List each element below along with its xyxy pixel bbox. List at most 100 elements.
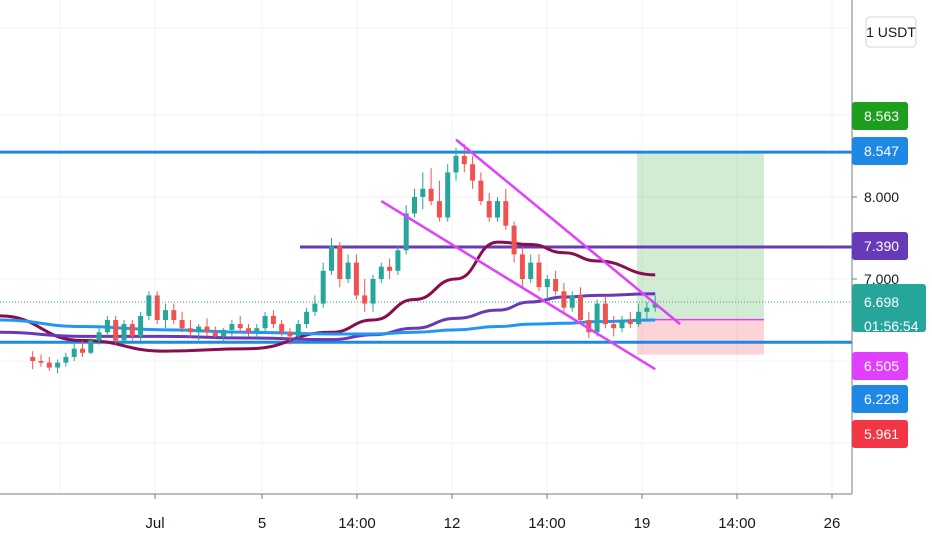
candle-body [237,324,243,329]
price-tick-label: 8.000 [864,189,899,205]
candle-body [163,310,168,320]
price-badge-2[interactable] [852,232,908,260]
candle-body [88,340,94,353]
time-tick-label: 19 [634,515,651,532]
price-badge-text: 6.505 [864,358,899,374]
candle-body [503,201,509,226]
candle-body [187,328,193,333]
price-badge-text: 8.563 [864,108,899,124]
price-badge-4[interactable] [852,352,908,380]
price-tick-label: 7.000 [864,271,899,287]
candle-body [461,156,467,165]
candle-body [337,246,343,279]
candle-body [229,324,235,330]
price-axis[interactable]: 8.0007.0006.0008.5638.5477.3906.69801:56… [851,0,932,550]
price-badge-0[interactable] [852,102,908,130]
candle-body [428,188,434,202]
moving-average-0 [0,240,656,353]
candle-body [395,250,401,271]
candle-body [55,362,61,368]
candle-body [370,279,376,304]
candle-body [362,295,368,304]
channel-line-1[interactable] [380,200,656,371]
candle-body [436,201,442,218]
time-axis[interactable]: Jul 5 14:00 12 14:00 19 14:00 26 [0,493,932,550]
time-tick-label: 12 [444,515,461,532]
candle-body [212,332,218,337]
candle-body [154,295,160,320]
candle-body [104,320,110,333]
price-badge-text: 6.698 [864,294,899,310]
price-badge-text: 8.547 [864,143,899,159]
candle-body [171,310,177,320]
currency-label: 1 USDT [866,24,916,40]
price-badge-text: 7.390 [864,238,899,254]
channel-lines[interactable] [380,138,681,371]
candle-body [329,246,334,271]
time-tick-label: 5 [258,515,266,532]
candle-body [594,303,600,333]
candle-body [353,262,359,296]
candle-body [121,324,127,341]
candle-body [470,164,476,181]
time-tick-label: 14:00 [338,515,376,532]
candle-body [578,295,583,320]
channel-line-0[interactable] [455,138,681,326]
candle-body [129,324,135,337]
long-position-tool[interactable] [637,152,764,355]
candle-body [652,303,658,308]
candle-body [644,307,650,312]
price-badge-text: 6.228 [864,391,899,407]
candle-body [279,324,285,333]
candle-body [453,156,459,173]
horizontal-levels[interactable] [0,150,852,344]
candle-body [146,295,152,316]
candle-body [478,180,484,202]
candle-body [378,266,384,279]
candle-body [553,279,559,292]
price-badge-5[interactable] [852,385,908,413]
price-axis-bg [852,0,932,550]
currency-button[interactable]: 1 USDT [865,16,917,48]
candle-body [254,328,260,333]
price-badge-3[interactable] [852,284,926,332]
candle-body [221,329,227,337]
candle-body [511,225,517,255]
candle-body [619,320,625,329]
candle-body [445,172,451,218]
time-tick-label: 14:00 [528,515,566,532]
candle-body [528,262,534,279]
price-badge-6[interactable] [852,420,908,448]
candle-body [561,291,567,308]
candle-body [569,295,575,308]
profit-zone[interactable] [637,152,764,320]
candle-body [38,361,44,363]
candle-body [204,326,210,333]
candle-body [262,315,268,329]
candle-body [387,266,393,271]
candle-body [519,254,525,279]
candle-body [179,320,185,329]
candle-body [611,324,617,329]
countdown-text: 01:56:54 [864,318,919,334]
price-badge-1[interactable] [852,137,908,165]
candle-body [295,324,301,337]
moving-average-2 [0,318,656,336]
price-badge-text: 5.961 [864,426,899,442]
candle-body [636,311,642,325]
candle-body [320,270,326,304]
candle-body [63,356,69,363]
candle-body [486,201,492,218]
candle-body [345,262,351,279]
candle-body [287,332,293,337]
candle-body [113,320,119,341]
time-tick-label: 14:00 [718,515,756,532]
candle-body [586,320,592,333]
candle-body [312,303,318,312]
stop-zone[interactable] [637,319,764,355]
candle-body [627,320,633,325]
candle-body [96,332,102,341]
candle-body [246,328,251,333]
